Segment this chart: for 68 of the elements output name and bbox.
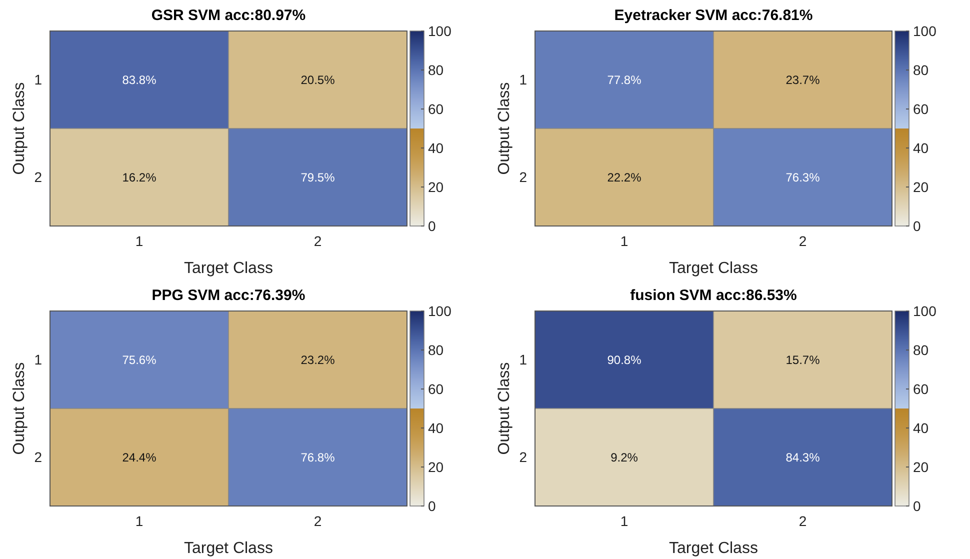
- data-label: 77.8%: [607, 72, 642, 87]
- y-tick-label: 1: [519, 352, 528, 368]
- color-bar-label: 60: [428, 100, 444, 117]
- x-tick-label: 2: [798, 513, 807, 529]
- y-tick-label: 2: [519, 169, 528, 186]
- y-tick-label: 2: [519, 449, 528, 466]
- data-label: 9.2%: [610, 450, 638, 464]
- data-label: 79.5%: [300, 170, 336, 184]
- color-bar-label: 40: [428, 420, 444, 436]
- data-label: 24.4%: [122, 450, 157, 464]
- y-axis-title: Output Class: [11, 82, 28, 175]
- y-axis-title: Output Class: [11, 362, 28, 455]
- y-tick-label: 2: [34, 169, 42, 186]
- data-label: 23.7%: [786, 72, 820, 87]
- color-bar-label: 100: [428, 22, 452, 39]
- x-tick-label: 2: [314, 233, 322, 249]
- color-bar-label: 60: [913, 100, 929, 117]
- y-axis-title: Output Class: [496, 82, 513, 175]
- color-bar-label: 40: [428, 140, 444, 156]
- color-bar-label: 0: [428, 498, 436, 514]
- x-tick-label: 1: [620, 233, 628, 249]
- data-label: 20.5%: [300, 72, 336, 87]
- data-label: 22.2%: [607, 170, 642, 184]
- x-axis-title: Target Class: [669, 540, 758, 557]
- data-label: 84.3%: [786, 450, 820, 464]
- color-bar-label: 20: [428, 458, 444, 475]
- color-bar-label: 100: [913, 22, 937, 39]
- x-tick-label: 2: [314, 513, 322, 529]
- color-bar-label: 20: [913, 178, 929, 195]
- color-bar-label: 40: [913, 420, 929, 436]
- y-tick-label: 1: [34, 72, 42, 88]
- data-label: 15.7%: [786, 352, 820, 367]
- color-bar-label: 80: [428, 62, 444, 78]
- color-bar-label: 80: [913, 342, 929, 358]
- color-bar-label: 20: [428, 178, 444, 195]
- data-label: 83.8%: [122, 72, 157, 87]
- color-bar-label: 0: [428, 218, 436, 234]
- data-label: 23.2%: [300, 352, 336, 367]
- chart-title: GSR SVM acc:80.97%: [151, 7, 306, 24]
- y-tick-label: 2: [34, 449, 42, 466]
- data-label: 16.2%: [122, 170, 157, 184]
- y-axis-title: Output Class: [496, 362, 513, 455]
- color-bar-label: 20: [913, 458, 929, 475]
- x-tick-label: 2: [798, 233, 807, 249]
- color-bar-label: 80: [428, 342, 444, 358]
- data-label: 76.3%: [786, 170, 820, 184]
- color-bar-label: 40: [913, 140, 929, 156]
- y-tick-label: 1: [34, 352, 42, 368]
- x-tick-label: 1: [620, 513, 628, 529]
- data-label: 76.8%: [300, 450, 336, 464]
- x-tick-label: 1: [135, 233, 144, 249]
- color-bar-label: 100: [428, 302, 452, 319]
- chart-title: fusion SVM acc:86.53%: [630, 287, 797, 304]
- color-bar-label: 60: [428, 380, 444, 397]
- x-axis-title: Target Class: [184, 540, 273, 557]
- color-bar-label: 0: [913, 218, 921, 234]
- x-tick-label: 1: [135, 513, 144, 529]
- chart-title: Eyetracker SVM acc:76.81%: [614, 7, 813, 24]
- color-bar-label: 0: [913, 498, 921, 514]
- color-bar-label: 100: [913, 302, 937, 319]
- chart-title: PPG SVM acc:76.39%: [152, 287, 306, 304]
- x-axis-title: Target Class: [669, 260, 758, 277]
- data-label: 75.6%: [122, 352, 157, 367]
- data-label: 90.8%: [607, 352, 642, 367]
- y-tick-label: 1: [519, 72, 528, 88]
- x-axis-title: Target Class: [184, 260, 273, 277]
- color-bar-label: 80: [913, 62, 929, 78]
- color-bar-label: 60: [913, 380, 929, 397]
